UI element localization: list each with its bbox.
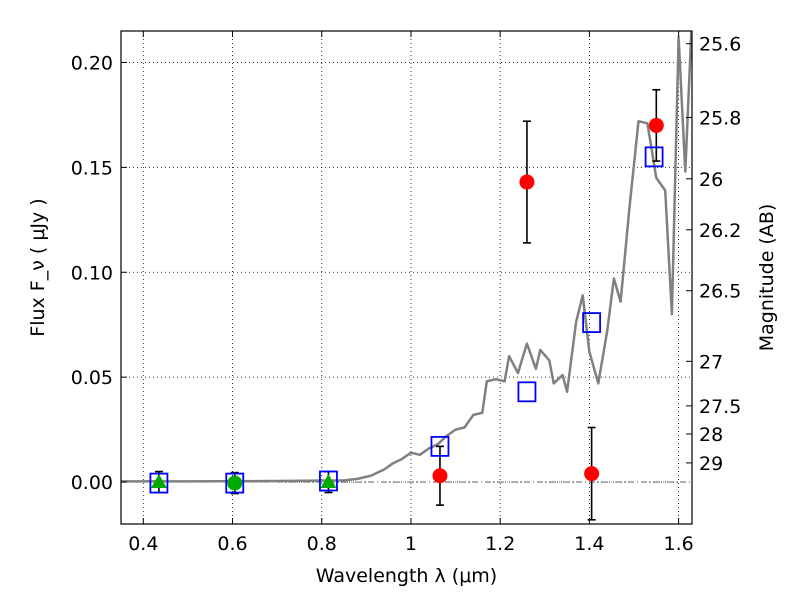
x-tick-label: 1 — [405, 533, 417, 555]
x-axis-title: Wavelength λ (μm) — [316, 565, 497, 587]
data-point — [648, 117, 664, 133]
x-tick-label: 1.6 — [664, 533, 694, 555]
upper-limit-marker — [150, 474, 167, 489]
data-point — [227, 475, 243, 491]
x-tick-label: 0.6 — [217, 533, 247, 555]
x-tick-label: 1.2 — [485, 533, 515, 555]
grid — [121, 31, 692, 524]
y-tick-label: 0.20 — [71, 52, 113, 74]
x-tick-label: 0.4 — [128, 533, 158, 555]
x-tick-label: 0.8 — [307, 533, 337, 555]
spectrum-line — [121, 31, 692, 483]
data-point — [584, 466, 600, 482]
model-photometry-marker — [319, 470, 338, 492]
model-photometry-marker — [517, 381, 537, 403]
magnitude-tick-label: 28 — [699, 424, 723, 446]
y-tick-label: 0.15 — [71, 157, 113, 179]
data-point — [432, 468, 448, 484]
upper-limit-marker — [320, 474, 337, 489]
magnitude-axis-title: Magnitude (AB) — [756, 204, 778, 352]
magnitude-tick-label: 26.2 — [699, 220, 741, 242]
axis-ticks: 0.4 0.6 0.8 1 1.2 1.4 1.6 0.00 0.05 0.10 0.15 0.20 2… — [71, 31, 741, 555]
plot-area — [121, 31, 692, 521]
model-photometry-marker — [430, 435, 450, 457]
plot-frame — [120, 30, 693, 525]
x-tick-label: 1.4 — [574, 533, 604, 555]
model-photometry-marker — [225, 472, 245, 494]
magnitude-tick-label: 26 — [699, 169, 723, 191]
y-tick-label: 0.00 — [71, 472, 113, 494]
magnitude-tick-label: 25.6 — [699, 34, 741, 56]
model-photometry-marker — [149, 472, 169, 494]
y-tick-label: 0.10 — [71, 262, 113, 284]
model-photometry-marker — [582, 312, 602, 334]
y-axis-title: Flux F_ν ( μJy ) — [27, 198, 49, 336]
data-point — [519, 174, 535, 190]
magnitude-tick-label: 26.5 — [699, 281, 741, 303]
magnitude-tick-label: 27.5 — [699, 396, 741, 418]
magnitude-tick-label: 27 — [699, 351, 723, 373]
y-tick-label: 0.05 — [71, 367, 113, 389]
magnitude-tick-label: 25.8 — [699, 107, 741, 129]
model-photometry-marker — [644, 146, 664, 168]
magnitude-tick-label: 29 — [699, 453, 723, 475]
